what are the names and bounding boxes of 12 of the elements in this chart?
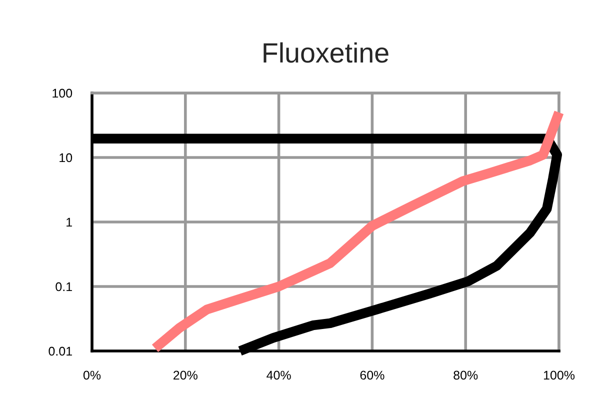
chart-title: Fluoxetine [264,42,388,63]
x-tick-label: 40% [266,370,291,380]
x-tick-label: 80% [454,370,478,380]
x-tick-label: 0% [83,370,101,380]
y-tick-label: 0.01 [48,346,72,356]
x-tick-label: 100% [544,370,575,380]
y-tick-label: 10 [60,153,72,162]
y-tick-label: 0.1 [56,282,72,292]
x-tick-label: 20% [174,370,198,380]
y-tick-label: 100 [52,88,72,98]
x-tick-label: 60% [360,370,384,380]
y-tick-label: 1 [66,218,72,227]
